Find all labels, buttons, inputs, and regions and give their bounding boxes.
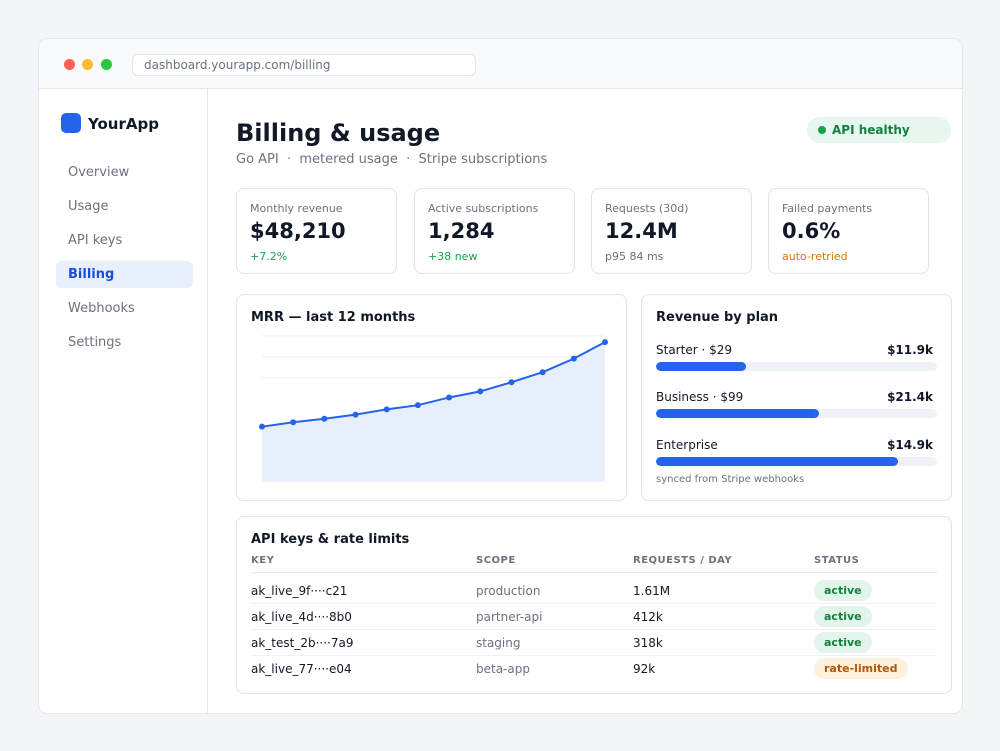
key-scope: beta-app [476, 662, 530, 676]
key-scope: production [476, 584, 541, 598]
api-status-badge: API healthy [807, 117, 951, 143]
mrr-chart-title: MRR — last 12 months [251, 310, 416, 325]
key-id: ak_live_9f····c21 [251, 584, 348, 598]
sidebar-item-settings[interactable]: Settings [68, 335, 122, 350]
mrr-data-point [477, 388, 484, 395]
api-keys-card: API keys & rate limits KEY SCOPE REQUEST… [236, 516, 952, 694]
plan-bar-business [656, 409, 937, 418]
column-header-scope: SCOPE [476, 555, 516, 566]
main-content: Billing & usage Go API · metered usage ·… [209, 89, 962, 713]
plan-bar-fill [656, 362, 746, 371]
kpi-card-active-subscriptions: Active subscriptions 1,284 +38 new [414, 188, 575, 274]
plans-footnote: synced from Stripe webhooks [656, 474, 805, 485]
sidebar-item-overview[interactable]: Overview [68, 165, 130, 180]
page-subtitle: Go API · metered usage · Stripe subscrip… [236, 152, 548, 167]
kpi-card-monthly-revenue: Monthly revenue $48,210 +7.2% [236, 188, 397, 274]
column-header-requests: REQUESTS / DAY [633, 555, 733, 566]
plan-bar-starter [656, 362, 937, 371]
kpi-label: Failed payments [782, 202, 873, 215]
plan-name-enterprise: Enterprise [656, 438, 718, 452]
close-window-button[interactable] [64, 59, 75, 70]
sidebar-item-webhooks[interactable]: Webhooks [68, 301, 135, 316]
table-row[interactable]: ak_live_4d····8b0 partner-api 412k activ… [251, 604, 937, 630]
plan-value-business: $21.4k [887, 390, 933, 404]
key-id: ak_test_2b····7a9 [251, 636, 354, 650]
status-dot-icon [818, 126, 826, 134]
mrr-area-fill [262, 342, 605, 482]
mrr-data-point [321, 415, 328, 422]
plan-value-starter: $11.9k [887, 343, 933, 357]
plan-bar-fill [656, 457, 898, 466]
app-logo-icon [61, 113, 81, 133]
key-requests: 92k [633, 662, 656, 676]
key-requests: 412k [633, 610, 663, 624]
kpi-detail: auto-retried [782, 250, 848, 263]
kpi-value: 0.6% [782, 219, 841, 243]
mrr-chart-card: MRR — last 12 months [236, 294, 627, 501]
status-badge: active [814, 580, 872, 601]
mrr-data-point [508, 379, 515, 386]
kpi-value: 12.4M [605, 219, 678, 243]
status-badge: active [814, 632, 872, 653]
kpi-card-failed-payments: Failed payments 0.6% auto-retried [768, 188, 929, 274]
kpi-delta: +7.2% [250, 250, 288, 263]
column-header-status: STATUS [814, 555, 860, 566]
table-row[interactable]: ak_test_2b····7a9 staging 318k active [251, 630, 937, 656]
address-bar[interactable]: dashboard.yourapp.com/billing [132, 54, 476, 76]
table-header-divider [251, 572, 937, 573]
kpi-label: Requests (30d) [605, 202, 689, 215]
mrr-data-point [446, 394, 453, 401]
app-brand-name: YourApp [88, 115, 159, 133]
api-keys-title: API keys & rate limits [251, 532, 410, 547]
key-requests: 1.61M [633, 584, 671, 598]
plan-bar-enterprise [656, 457, 937, 466]
sidebar-item-api-keys[interactable]: API keys [68, 233, 123, 248]
status-badge: active [814, 606, 872, 627]
mrr-chart [259, 335, 608, 482]
api-status-label: API healthy [832, 123, 910, 137]
plan-name-starter: Starter · $29 [656, 343, 732, 357]
plan-bar-fill [656, 409, 819, 418]
column-header-key: KEY [251, 555, 275, 566]
kpi-label: Active subscriptions [428, 202, 539, 215]
plan-value-enterprise: $14.9k [887, 438, 933, 452]
mrr-data-point [414, 402, 421, 409]
mrr-data-point [570, 355, 577, 362]
kpi-label: Monthly revenue [250, 202, 343, 215]
browser-window: dashboard.yourapp.com/billing YourApp Ov… [38, 38, 963, 714]
kpi-value: 1,284 [428, 219, 495, 243]
plan-name-business: Business · $99 [656, 390, 744, 404]
revenue-by-plan-card: Revenue by plan Starter · $29 $11.9k Bus… [641, 294, 952, 501]
table-row[interactable]: ak_live_9f····c21 production 1.61M activ… [251, 578, 937, 604]
mrr-data-point [539, 369, 546, 376]
mrr-data-point [383, 406, 390, 413]
sidebar-item-usage[interactable]: Usage [68, 199, 109, 214]
browser-titlebar: dashboard.yourapp.com/billing [39, 39, 962, 89]
mrr-data-point [602, 339, 608, 346]
mrr-data-point [259, 423, 265, 430]
mrr-data-point [290, 419, 297, 426]
sidebar-item-billing[interactable]: Billing [56, 261, 193, 288]
minimize-window-button[interactable] [82, 59, 93, 70]
kpi-card-requests: Requests (30d) 12.4M p95 84 ms [591, 188, 752, 274]
kpi-value: $48,210 [250, 219, 346, 243]
mrr-data-point [352, 411, 359, 418]
key-scope: staging [476, 636, 521, 650]
page-title: Billing & usage [236, 119, 441, 147]
status-badge: rate-limited [814, 658, 908, 679]
key-scope: partner-api [476, 610, 543, 624]
key-requests: 318k [633, 636, 663, 650]
kpi-detail: p95 84 ms [605, 250, 664, 263]
table-row[interactable]: ak_live_77····e04 beta-app 92k rate-limi… [251, 656, 937, 682]
revenue-by-plan-title: Revenue by plan [656, 310, 779, 325]
kpi-delta: +38 new [428, 250, 478, 263]
sidebar: YourApp Overview Usage API keys Billing … [39, 89, 208, 713]
mrr-series-line [261, 341, 606, 428]
maximize-window-button[interactable] [101, 59, 112, 70]
key-id: ak_live_4d····8b0 [251, 610, 352, 624]
key-id: ak_live_77····e04 [251, 662, 352, 676]
